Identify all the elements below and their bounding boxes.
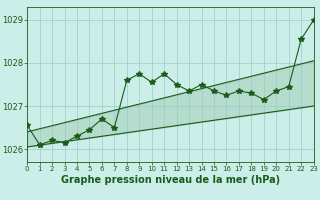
X-axis label: Graphe pression niveau de la mer (hPa): Graphe pression niveau de la mer (hPa) [61, 175, 280, 185]
